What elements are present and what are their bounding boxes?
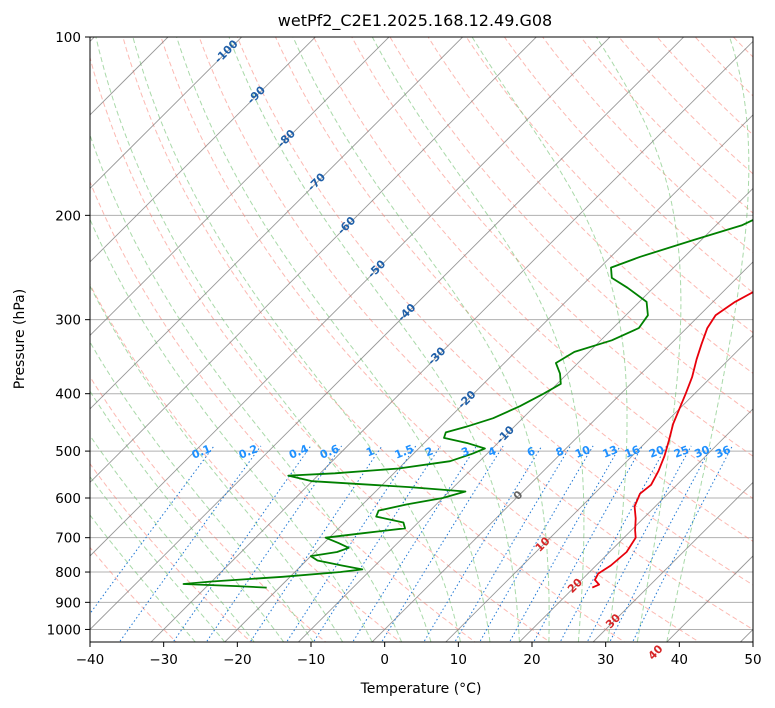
x-tick-label: 30 [597,652,614,668]
isotherm-line [90,37,390,337]
dewpoint-profile-line [182,218,753,589]
dry-adiabat [198,37,753,630]
isotherm-line [445,334,753,642]
mixing-ratio-line [423,445,543,642]
y-tick-label: 1000 [47,622,81,638]
y-tick-label: 400 [55,387,81,403]
x-axis-ticks: −40 −30 −20 −10 0 10 20 30 40 50 [76,642,762,668]
mixing-ratio-label: 2 [423,444,435,459]
chart-title: wetPf2_C2E1.2025.168.12.49.G08 [278,11,552,31]
dry-adiabat [274,37,753,542]
mixing-ratio-label: 25 [672,443,691,461]
moist-adiabat [176,37,491,642]
moist-adiabat [595,37,682,642]
mixing-ratio-label: 3 [459,444,471,459]
moist-adiabat [90,341,314,642]
mixing-ratio-label: 36 [713,443,732,461]
mixing-ratio-label: 1 [364,444,376,459]
mixing-ratio-line [172,445,312,642]
mixing-ratio-line [586,445,692,642]
isotherm-line [90,37,316,263]
dry-adiabat [313,37,753,499]
isotherm-line [224,114,753,642]
dry-adiabat [351,37,753,457]
moist-adiabat [228,37,520,642]
x-tick-label: 0 [380,652,389,668]
data-series [182,218,753,589]
moist-adiabat [90,218,373,642]
y-axis-ticks: 100 200 300 400 500 600 700 800 900 1000 [47,30,90,638]
y-tick-label: 600 [55,491,81,507]
mixing-ratio-label: 30 [693,443,712,461]
dry-adiabat [389,37,753,416]
isotherm-line [371,261,753,642]
moist-adiabat [371,37,585,642]
x-tick-label: 20 [523,652,540,668]
x-tick-label: 50 [744,652,761,668]
mixing-ratio-line [205,445,343,642]
moist-adiabat [90,284,344,642]
mixing-ratio-line [312,445,441,642]
dry-adiabat [236,37,753,586]
isotherm-line [90,37,464,410]
mixing-ratio-label: 20 [647,443,666,461]
moist-adiabat [90,434,255,642]
isotherm-line [150,40,753,642]
moist-adiabat [471,37,628,642]
mixing-ratio-line [381,445,504,642]
background-lines [90,37,753,642]
y-axis-label: Pressure (hPa) [12,289,28,389]
moist-adiabat [90,475,226,642]
y-tick-label: 300 [55,313,81,329]
mixing-ratio-line [454,445,571,642]
isotherm-line [518,408,753,642]
plot-frame [89,36,754,643]
y-tick-label: 700 [55,531,81,547]
mixing-ratio-line [352,445,478,642]
x-tick-label: −20 [223,652,252,668]
mixing-ratio-line [508,445,621,642]
mixing-ratio-line [479,445,594,642]
y-tick-label: 500 [55,444,81,460]
dry-adiabat [90,283,402,642]
mixing-ratio-line [118,445,262,642]
y-tick-label: 800 [55,565,81,581]
isotherm-line [90,37,243,190]
mixing-ratio-label: 10 [573,443,592,461]
dry-adiabat [427,37,753,374]
x-tick-label: 40 [671,652,688,668]
mixing-ratio-line [249,445,383,642]
isotherm-line [90,37,611,557]
x-tick-label: 10 [450,652,467,668]
x-tick-label: −30 [149,652,178,668]
y-tick-label: 200 [55,208,81,224]
moist-adiabat [292,37,550,642]
isotherm-line [297,187,753,642]
x-tick-label: −10 [297,652,326,668]
mixing-ratio-label: 16 [623,443,642,461]
dry-adiabat [90,55,551,642]
moist-adiabat [95,37,432,642]
temperature-profile-line [591,291,753,589]
x-tick-label: −40 [76,652,105,668]
y-tick-label: 900 [55,595,81,611]
dry-adiabat [90,546,177,642]
x-axis-label: Temperature (°C) [360,681,482,697]
dry-adiabat [90,375,327,642]
y-tick-label: 100 [55,30,81,46]
dry-adiabat [160,37,701,642]
mixing-ratio-label: 13 [601,443,620,461]
isotherm-line [592,481,753,642]
mixing-ratio-label: 8 [554,445,566,460]
isotherm-line [90,37,537,484]
isotherm-line [90,37,685,631]
moist-adiabat [666,37,750,642]
